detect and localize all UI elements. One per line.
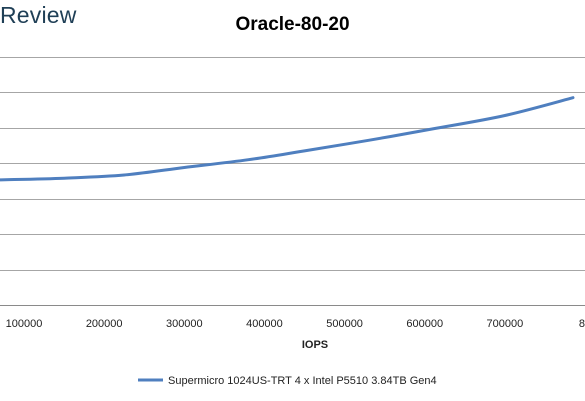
x-tick-labels: 100000 200000 300000 400000 500000 600000 7000… bbox=[6, 318, 585, 330]
x-tick-label: 200000 bbox=[86, 318, 123, 330]
brand-logo-text: Review bbox=[0, 2, 77, 28]
gridlines bbox=[0, 57, 585, 306]
x-tick-label: 600000 bbox=[406, 318, 443, 330]
x-tick-label: 8 bbox=[579, 318, 585, 330]
x-tick-label: 400000 bbox=[246, 318, 283, 330]
x-axis-label: IOPS bbox=[302, 339, 328, 351]
series-line-0 bbox=[0, 96, 575, 182]
x-tick-label: 700000 bbox=[487, 318, 524, 330]
x-tick-label: 100000 bbox=[6, 318, 43, 330]
x-tick-label: 500000 bbox=[326, 318, 363, 330]
legend: Supermicro 1024US-TRT 4 x Intel P5510 3.… bbox=[138, 375, 437, 387]
chart-title: Oracle-80-20 bbox=[235, 14, 350, 35]
series-lines bbox=[0, 96, 575, 182]
x-tick-label: 300000 bbox=[166, 318, 203, 330]
legend-label: Supermicro 1024US-TRT 4 x Intel P5510 3.… bbox=[168, 375, 437, 387]
